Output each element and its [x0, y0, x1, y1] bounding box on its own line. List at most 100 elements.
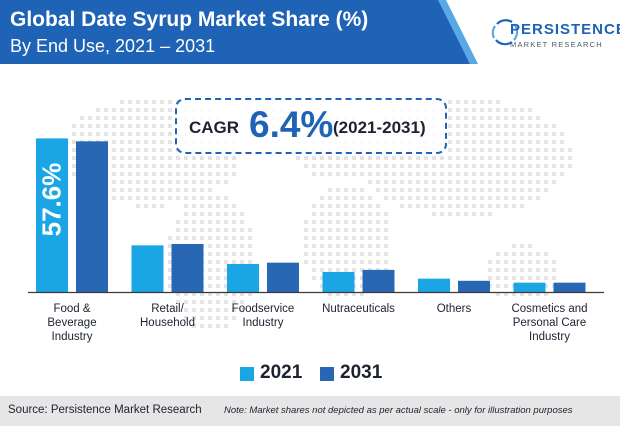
- bar-2021-1: [131, 245, 164, 292]
- map-dot: [216, 180, 220, 184]
- map-dot: [440, 212, 444, 216]
- map-dot: [168, 244, 172, 248]
- map-dot: [136, 148, 140, 152]
- map-dot: [360, 228, 364, 232]
- map-dot: [168, 252, 172, 256]
- map-dot: [320, 172, 324, 176]
- map-dot: [448, 172, 452, 176]
- map-dot: [544, 268, 548, 272]
- map-dot: [224, 228, 228, 232]
- map-dot: [216, 172, 220, 176]
- map-dot: [368, 172, 372, 176]
- legend: 2021 2031: [0, 362, 620, 386]
- map-dot: [352, 244, 356, 248]
- map-dot: [472, 196, 476, 200]
- map-dot: [488, 148, 492, 152]
- map-dot: [112, 140, 116, 144]
- map-dot: [360, 292, 364, 296]
- map-dot: [504, 140, 508, 144]
- map-dot: [320, 260, 324, 264]
- map-dot: [384, 188, 388, 192]
- map-dot: [312, 276, 316, 280]
- map-dot: [144, 172, 148, 176]
- map-dot: [136, 100, 140, 104]
- map-dot: [536, 132, 540, 136]
- map-dot: [208, 284, 212, 288]
- map-dot: [200, 220, 204, 224]
- map-dot: [392, 156, 396, 160]
- map-dot: [328, 268, 332, 272]
- map-dot: [544, 292, 548, 296]
- map-dot: [560, 172, 564, 176]
- map-dot: [440, 188, 444, 192]
- map-dot: [248, 228, 252, 232]
- map-dot: [320, 156, 324, 160]
- map-dot: [360, 276, 364, 280]
- map-dot: [448, 156, 452, 160]
- map-dot: [224, 204, 228, 208]
- map-dot: [536, 156, 540, 160]
- map-dot: [232, 212, 236, 216]
- map-dot: [208, 188, 212, 192]
- map-dot: [512, 180, 516, 184]
- map-dot: [168, 164, 172, 168]
- legend-label-2031: 2031: [340, 362, 383, 383]
- map-dot: [560, 140, 564, 144]
- map-dot: [352, 228, 356, 232]
- bar-2021-2: [227, 264, 259, 292]
- map-dot: [144, 204, 148, 208]
- map-dot: [192, 188, 196, 192]
- map-dot: [136, 172, 140, 176]
- map-dot: [440, 204, 444, 208]
- map-dot: [136, 196, 140, 200]
- map-dot: [520, 204, 524, 208]
- map-dot: [216, 196, 220, 200]
- map-dot: [152, 100, 156, 104]
- map-dot: [424, 180, 428, 184]
- map-dot: [552, 156, 556, 160]
- map-dot: [448, 212, 452, 216]
- map-dot: [216, 212, 220, 216]
- map-dot: [368, 220, 372, 224]
- map-dot: [376, 172, 380, 176]
- map-dot: [464, 100, 468, 104]
- map-dot: [360, 196, 364, 200]
- map-dot: [504, 260, 508, 264]
- map-dot: [208, 244, 212, 248]
- map-dot: [400, 204, 404, 208]
- map-dot: [528, 132, 532, 136]
- map-dot: [472, 212, 476, 216]
- map-dot: [240, 260, 244, 264]
- map-dot: [504, 116, 508, 120]
- map-dot: [336, 196, 340, 200]
- map-dot: [520, 172, 524, 176]
- map-dot: [192, 300, 196, 304]
- map-dot: [328, 212, 332, 216]
- map-dot: [96, 108, 100, 112]
- map-dot: [224, 236, 228, 240]
- map-dot: [544, 252, 548, 256]
- map-dot: [400, 188, 404, 192]
- map-dot: [432, 212, 436, 216]
- map-dot: [352, 172, 356, 176]
- map-dot: [464, 204, 468, 208]
- map-dot: [520, 196, 524, 200]
- map-dot: [344, 292, 348, 296]
- map-dot: [208, 196, 212, 200]
- map-dot: [456, 108, 460, 112]
- map-dot: [320, 268, 324, 272]
- map-dot: [344, 268, 348, 272]
- map-dot: [472, 140, 476, 144]
- chart-title: Global Date Syrup Market Share (%): [10, 8, 369, 31]
- map-dot: [544, 140, 548, 144]
- map-dot: [480, 188, 484, 192]
- map-dot: [456, 172, 460, 176]
- map-dot: [320, 236, 324, 240]
- map-dot: [152, 196, 156, 200]
- map-dot: [232, 236, 236, 240]
- map-dot: [232, 244, 236, 248]
- map-dot: [352, 212, 356, 216]
- map-dot: [120, 188, 124, 192]
- map-dot: [464, 132, 468, 136]
- map-dot: [400, 196, 404, 200]
